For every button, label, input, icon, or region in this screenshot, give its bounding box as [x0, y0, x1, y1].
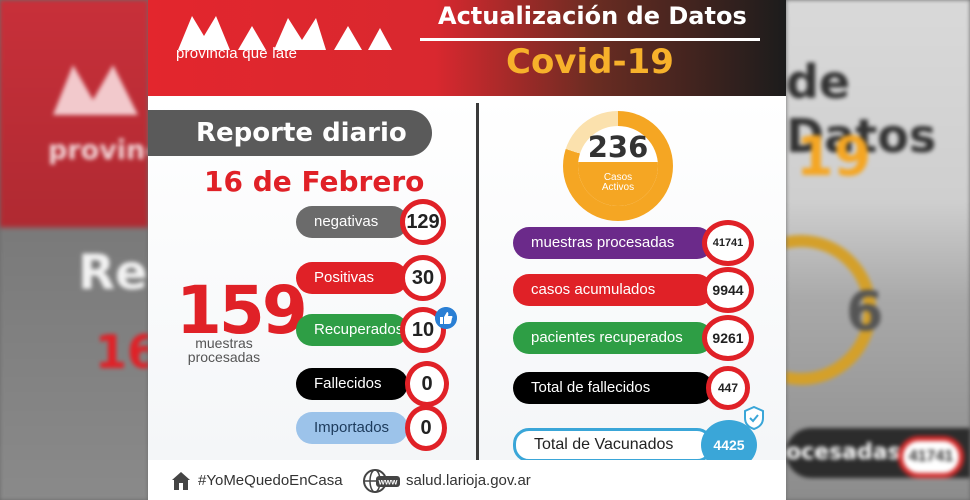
title-divider: [420, 38, 760, 41]
stat-positivas-pill: Positivas: [296, 262, 408, 294]
stat-muestras-value: 41741: [702, 220, 754, 266]
hashtag-text: #YoMeQuedoEnCasa: [198, 472, 343, 489]
stat-acumulados-value: 9944: [702, 267, 754, 313]
background-left-blur: provincia Re 16: [0, 0, 148, 500]
stat-recuperados-pill: Recuperados: [296, 314, 408, 346]
ghost-brand-text: provincia: [48, 135, 148, 166]
ghost-title-text: de Datos: [786, 55, 937, 163]
la-rioja-logo-icon: [178, 16, 392, 50]
ghost-pill-num: 41741: [898, 436, 964, 478]
stat-fallecidos-label: Fallecidos: [314, 375, 382, 392]
stat-negativas-value: 129: [400, 199, 446, 245]
stat-fallecidos-pill: Fallecidos: [296, 368, 408, 400]
ghost-pill-label: ocesadas: [786, 440, 901, 465]
stat-negativas-label: negativas: [314, 213, 379, 230]
covid-title: Covid-19: [506, 42, 674, 82]
update-title: Actualización de Datos: [438, 2, 747, 30]
report-tab: Reporte diario: [148, 110, 432, 156]
stat-positivas-value: 30: [400, 255, 446, 301]
shield-icon: [744, 406, 764, 430]
covid-report-card: provincia que late Actualización de Dato…: [148, 0, 786, 500]
stat-importados-pill: Importados: [296, 412, 408, 444]
active-cases-inner: [578, 126, 658, 206]
ghost-circle-num: 6: [846, 280, 884, 343]
stat-recuperados-label: Recuperados: [314, 321, 404, 338]
stat-importados-value: 0: [405, 405, 447, 451]
stat-total-fallecidos-label: Total de fallecidos: [531, 379, 651, 396]
stat-pacientes-pill: pacientes recuperados: [513, 322, 713, 354]
stat-fallecidos-value: 0: [405, 361, 449, 407]
stat-vacunados-pill: Total de Vacunados: [513, 428, 713, 462]
active-cases-label-line2: Activos: [601, 182, 635, 193]
brand-subtitle: provincia que late: [176, 45, 298, 62]
total-samples-label: muestras procesadas: [186, 336, 262, 364]
ghost-report-text: Re: [78, 245, 148, 301]
stat-vacunados-label: Total de Vacunados: [534, 436, 674, 453]
header-banner: provincia que late Actualización de Dato…: [148, 0, 786, 96]
column-divider: [476, 103, 479, 460]
report-tab-label: Reporte diario: [196, 118, 407, 148]
stat-acumulados-label: casos acumulados: [531, 281, 656, 298]
stat-recuperados-value: 10: [400, 307, 446, 353]
ghost-covid-text: 19: [796, 125, 872, 188]
stat-pacientes-value: 9261: [702, 315, 754, 361]
website-link[interactable]: salud.larioja.gov.ar: [406, 472, 531, 489]
home-icon: [172, 472, 190, 490]
active-cases-number: 236: [587, 130, 649, 164]
report-date: 16 de Febrero: [204, 165, 425, 198]
stat-total-fallecidos-value: 447: [706, 366, 750, 410]
logo-ghost-icon: [53, 65, 138, 115]
footer: #YoMeQuedoEnCasa www salud.larioja.gov.a…: [148, 460, 786, 500]
stat-positivas-label: Positivas: [314, 269, 375, 286]
ghost-date-text: 16: [95, 325, 148, 379]
background-right-blur: de Datos 19 6 ocesadas 41741: [786, 0, 970, 500]
total-samples-label-line1: muestras: [195, 335, 253, 351]
stat-importados-label: Importados: [314, 419, 390, 436]
www-label: www: [378, 478, 398, 487]
active-cases-label: Casos Activos: [578, 173, 658, 193]
stat-muestras-label: muestras procesadas: [531, 234, 675, 251]
thumbs-up-icon: [435, 307, 457, 329]
stat-pacientes-label: pacientes recuperados: [531, 329, 683, 346]
stat-negativas-pill: negativas: [296, 206, 408, 238]
total-samples-number: 159: [176, 272, 308, 349]
stat-total-fallecidos-pill: Total de fallecidos: [513, 372, 713, 404]
stat-acumulados-pill: casos acumulados: [513, 274, 713, 306]
globe-www-icon: www: [363, 469, 400, 493]
active-cases-label-line1: Casos: [603, 172, 633, 183]
total-samples-label-line2: procesadas: [187, 349, 261, 365]
stat-muestras-pill: muestras procesadas: [513, 227, 713, 259]
